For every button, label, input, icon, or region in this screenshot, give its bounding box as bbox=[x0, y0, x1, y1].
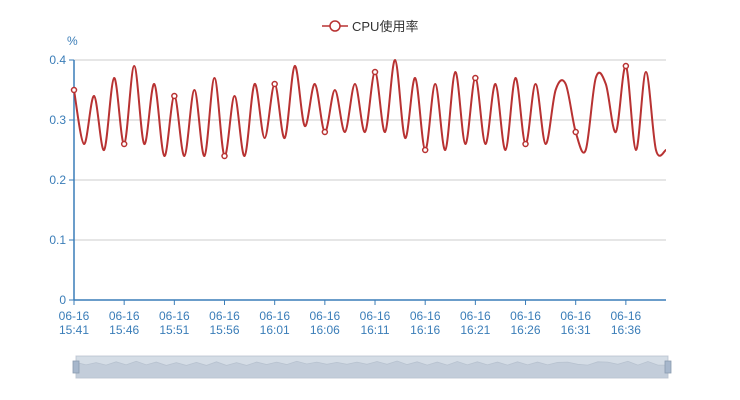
x-tick-label: 06-16 16:01 bbox=[259, 309, 290, 337]
zoom-data-shadow bbox=[75, 360, 669, 379]
data-point bbox=[421, 146, 429, 154]
x-tick-label: 06-16 16:31 bbox=[560, 309, 591, 337]
grid-lines bbox=[74, 59, 666, 241]
series-cpu-usage bbox=[70, 58, 667, 160]
y-axis-ticks: 0 0.1 0.2 0.3 0.4 bbox=[49, 53, 74, 307]
y-tick-label: 0.4 bbox=[49, 53, 66, 67]
y-tick-label: 0 bbox=[59, 293, 66, 307]
x-tick-label: 06-16 15:41 bbox=[59, 309, 90, 337]
x-tick-label: 06-16 16:26 bbox=[510, 309, 541, 337]
data-point bbox=[572, 128, 579, 136]
x-tick-label: 06-16 15:51 bbox=[159, 309, 190, 337]
x-tick-label: 06-16 15:46 bbox=[109, 309, 140, 337]
y-tick-label: 0.1 bbox=[49, 233, 66, 247]
x-tick-label: 06-16 15:56 bbox=[209, 309, 240, 337]
data-point bbox=[171, 92, 178, 100]
data-point bbox=[371, 68, 379, 76]
zoom-selected-range[interactable] bbox=[76, 356, 668, 378]
data-point bbox=[70, 86, 78, 94]
data-zoom-slider[interactable] bbox=[72, 355, 672, 379]
legend-marker bbox=[329, 20, 341, 32]
x-tick-label: 06-16 16:36 bbox=[611, 309, 642, 337]
zoom-handle-left[interactable] bbox=[72, 360, 80, 374]
data-point bbox=[622, 62, 630, 70]
zoom-handle-right[interactable] bbox=[664, 360, 672, 374]
data-point bbox=[120, 140, 128, 148]
data-point bbox=[321, 128, 329, 136]
data-point bbox=[522, 140, 529, 148]
x-axis-ticks: 06-16 15:41 06-16 15:46 06-16 15:51 06-16 15:56… bbox=[59, 300, 642, 337]
x-tick-label: 06-16 16:06 bbox=[309, 309, 340, 337]
legend[interactable]: CPU使用率 bbox=[322, 19, 418, 34]
y-axis-unit: % bbox=[67, 34, 78, 48]
x-tick-label: 06-16 16:16 bbox=[410, 309, 441, 337]
data-point bbox=[221, 152, 228, 160]
legend-label: CPU使用率 bbox=[352, 19, 418, 34]
x-tick-label: 06-16 16:11 bbox=[360, 309, 391, 337]
y-tick-label: 0.2 bbox=[49, 173, 66, 187]
cpu-usage-line bbox=[73, 58, 667, 158]
x-tick-label: 06-16 16:21 bbox=[460, 309, 491, 337]
data-point bbox=[271, 80, 278, 88]
data-point bbox=[472, 74, 479, 82]
y-tick-label: 0.3 bbox=[49, 113, 66, 127]
